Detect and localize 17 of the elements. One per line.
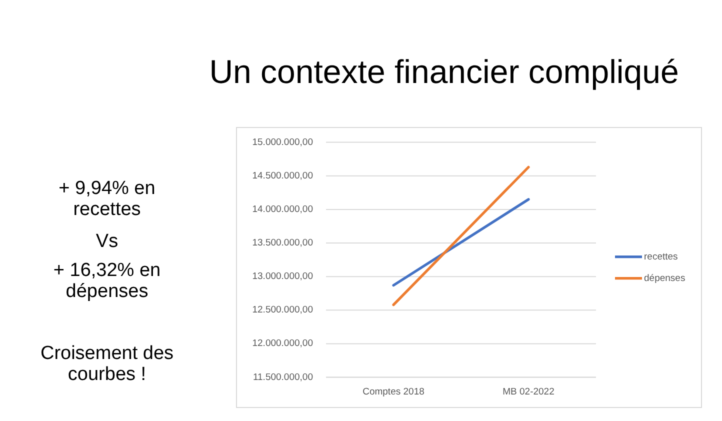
text: Croisement des courbes ! [40,342,174,384]
y-tick-label: 15.000.000,00 [252,136,313,148]
y-tick-label: 12.500.000,00 [252,304,313,316]
y-tick-label: 13.500.000,00 [252,238,313,249]
legend-label: dépenses [644,272,686,284]
chart-title: Un contexte financier compliqué [209,53,679,90]
y-tick-label: 14.000.000,00 [252,204,313,215]
y-tick-label: 13.000.000,00 [252,271,313,282]
text: + 16,32% en dépenses [53,260,161,302]
y-tick-label: 11.500.000,00 [252,372,313,383]
y-tick-label: 14.500.000,00 [252,170,313,182]
x-tick-label: MB 02-2022 [502,386,554,398]
legend-label: recettes [644,251,678,262]
text: + 9,94% en recettes [58,178,156,220]
x-tick-label: Comptes 2018 [362,386,424,398]
text: Vs [96,230,118,252]
y-tick-label: 12.000.000,00 [252,338,313,350]
